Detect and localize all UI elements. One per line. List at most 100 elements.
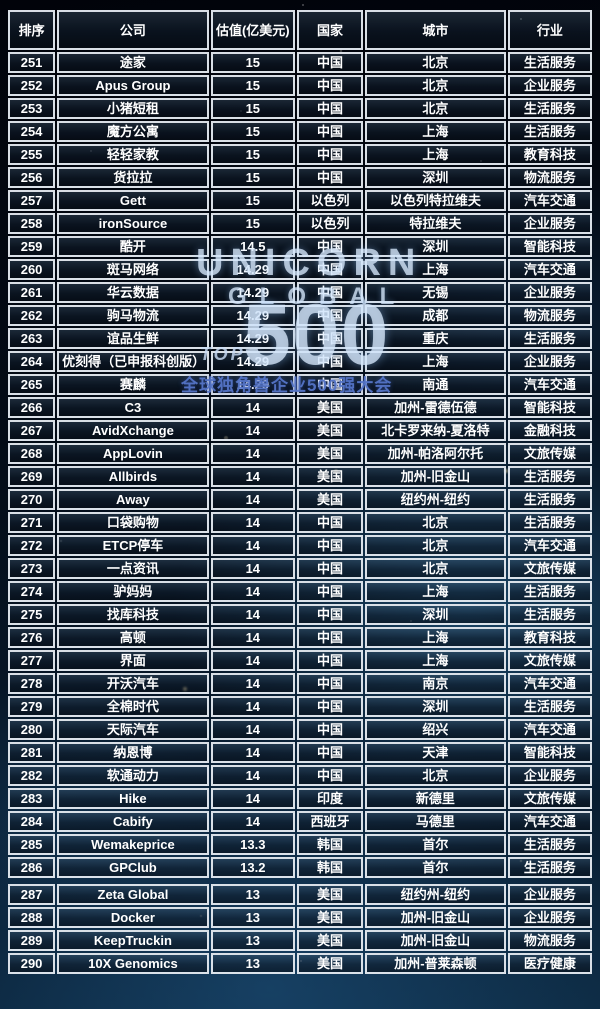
- table-row: 285 Wemakeprice 13.3 韩国 首尔 生活服务: [8, 834, 592, 855]
- cell-industry: 生活服务: [507, 121, 592, 142]
- cell-industry: 物流服务: [507, 167, 592, 188]
- cell-country: 中国: [296, 696, 364, 717]
- table-row: 268 AppLovin 14 美国 加州-帕洛阿尔托 文旅传媒: [8, 443, 592, 464]
- cell-industry: 生活服务: [507, 466, 592, 487]
- cell-city: 加州-雷德伍德: [365, 397, 506, 418]
- cell-valuation: 14: [210, 397, 295, 418]
- cell-valuation: 14.29: [210, 374, 295, 395]
- cell-company: Docker: [57, 907, 209, 928]
- cell-rank: 287: [8, 884, 56, 905]
- cell-company: Zeta Global: [57, 884, 209, 905]
- table-row: 255 轻轻家教 15 中国 上海 教育科技: [8, 144, 592, 165]
- cell-industry: 文旅传媒: [507, 443, 592, 464]
- cell-rank: 260: [8, 259, 56, 280]
- cell-valuation: 14: [210, 650, 295, 671]
- table-row: 287 Zeta Global 13 美国 纽约州-纽约 企业服务: [8, 884, 592, 905]
- table-body: 251 途家 15 中国 北京 生活服务 252 Apus Group 15 中国 北京 企业服务 25…: [8, 52, 592, 974]
- cell-valuation: 14.29: [210, 351, 295, 372]
- table-row: 275 找库科技 14 中国 深圳 生活服务: [8, 604, 592, 625]
- cell-industry: 生活服务: [507, 98, 592, 119]
- table-row: 264 优刻得（已申报科创版） 14.29 中国 上海 企业服务: [8, 351, 592, 372]
- cell-city: 上海: [365, 144, 506, 165]
- cell-company: 优刻得（已申报科创版）: [57, 351, 209, 372]
- cell-valuation: 14.29: [210, 305, 295, 326]
- cell-company: 全棉时代: [57, 696, 209, 717]
- cell-valuation: 15: [210, 167, 295, 188]
- table-row: 253 小猪短租 15 中国 北京 生活服务: [8, 98, 592, 119]
- cell-valuation: 14: [210, 742, 295, 763]
- cell-city: 北京: [365, 512, 506, 533]
- cell-industry: 文旅传媒: [507, 788, 592, 809]
- cell-rank: 290: [8, 953, 56, 974]
- cell-rank: 261: [8, 282, 56, 303]
- cell-industry: 生活服务: [507, 581, 592, 602]
- cell-country: 中国: [296, 673, 364, 694]
- cell-company: ironSource: [57, 213, 209, 234]
- cell-city: 北京: [365, 558, 506, 579]
- cell-city: 新德里: [365, 788, 506, 809]
- cell-rank: 272: [8, 535, 56, 556]
- cell-country: 中国: [296, 328, 364, 349]
- cell-rank: 256: [8, 167, 56, 188]
- cell-country: 中国: [296, 604, 364, 625]
- cell-valuation: 15: [210, 52, 295, 73]
- cell-valuation: 14: [210, 466, 295, 487]
- cell-city: 加州-普莱森顿: [365, 953, 506, 974]
- cell-city: 首尔: [365, 834, 506, 855]
- cell-rank: 280: [8, 719, 56, 740]
- cell-country: 中国: [296, 374, 364, 395]
- cell-rank: 275: [8, 604, 56, 625]
- table-row: 279 全棉时代 14 中国 深圳 生活服务: [8, 696, 592, 717]
- cell-country: 美国: [296, 907, 364, 928]
- cell-industry: 物流服务: [507, 305, 592, 326]
- cell-country: 美国: [296, 489, 364, 510]
- cell-company: 高顿: [57, 627, 209, 648]
- cell-country: 美国: [296, 953, 364, 974]
- cell-city: 首尔: [365, 857, 506, 878]
- cell-rank: 283: [8, 788, 56, 809]
- cell-rank: 289: [8, 930, 56, 951]
- cell-city: 加州-旧金山: [365, 907, 506, 928]
- cell-company: 赛麟: [57, 374, 209, 395]
- cell-country: 中国: [296, 52, 364, 73]
- cell-valuation: 13: [210, 907, 295, 928]
- table-row: 274 驴妈妈 14 中国 上海 生活服务: [8, 581, 592, 602]
- cell-country: 以色列: [296, 213, 364, 234]
- cell-company: C3: [57, 397, 209, 418]
- cell-rank: 277: [8, 650, 56, 671]
- col-header-company: 公司: [57, 10, 209, 50]
- cell-rank: 266: [8, 397, 56, 418]
- cell-country: 中国: [296, 121, 364, 142]
- cell-country: 美国: [296, 466, 364, 487]
- cell-valuation: 14: [210, 811, 295, 832]
- cell-company: 谊品生鲜: [57, 328, 209, 349]
- cell-city: 南京: [365, 673, 506, 694]
- cell-industry: 智能科技: [507, 397, 592, 418]
- cell-company: 软通动力: [57, 765, 209, 786]
- stars-decor: [0, 0, 2, 2]
- cell-country: 中国: [296, 98, 364, 119]
- cell-company: 找库科技: [57, 604, 209, 625]
- cell-industry: 企业服务: [507, 213, 592, 234]
- cell-city: 深圳: [365, 236, 506, 257]
- table-row: 270 Away 14 美国 纽约州-纽约 生活服务: [8, 489, 592, 510]
- cell-industry: 生活服务: [507, 857, 592, 878]
- table-row: 277 界面 14 中国 上海 文旅传媒: [8, 650, 592, 671]
- cell-valuation: 14.29: [210, 328, 295, 349]
- table-row: 276 高顿 14 中国 上海 教育科技: [8, 627, 592, 648]
- cell-valuation: 15: [210, 98, 295, 119]
- cell-valuation: 14: [210, 673, 295, 694]
- table-row: 267 AvidXchange 14 美国 北卡罗来纳-夏洛特 金融科技: [8, 420, 592, 441]
- cell-industry: 汽车交通: [507, 535, 592, 556]
- table-row: 286 GPClub 13.2 韩国 首尔 生活服务: [8, 857, 592, 878]
- cell-country: 中国: [296, 650, 364, 671]
- cell-industry: 企业服务: [507, 907, 592, 928]
- cell-company: KeepTruckin: [57, 930, 209, 951]
- table-row: 290 10X Genomics 13 美国 加州-普莱森顿 医疗健康: [8, 953, 592, 974]
- cell-industry: 生活服务: [507, 604, 592, 625]
- table-row: 278 开沃汽车 14 中国 南京 汽车交通: [8, 673, 592, 694]
- cell-rank: 271: [8, 512, 56, 533]
- cell-industry: 生活服务: [507, 696, 592, 717]
- cell-company: 魔方公寓: [57, 121, 209, 142]
